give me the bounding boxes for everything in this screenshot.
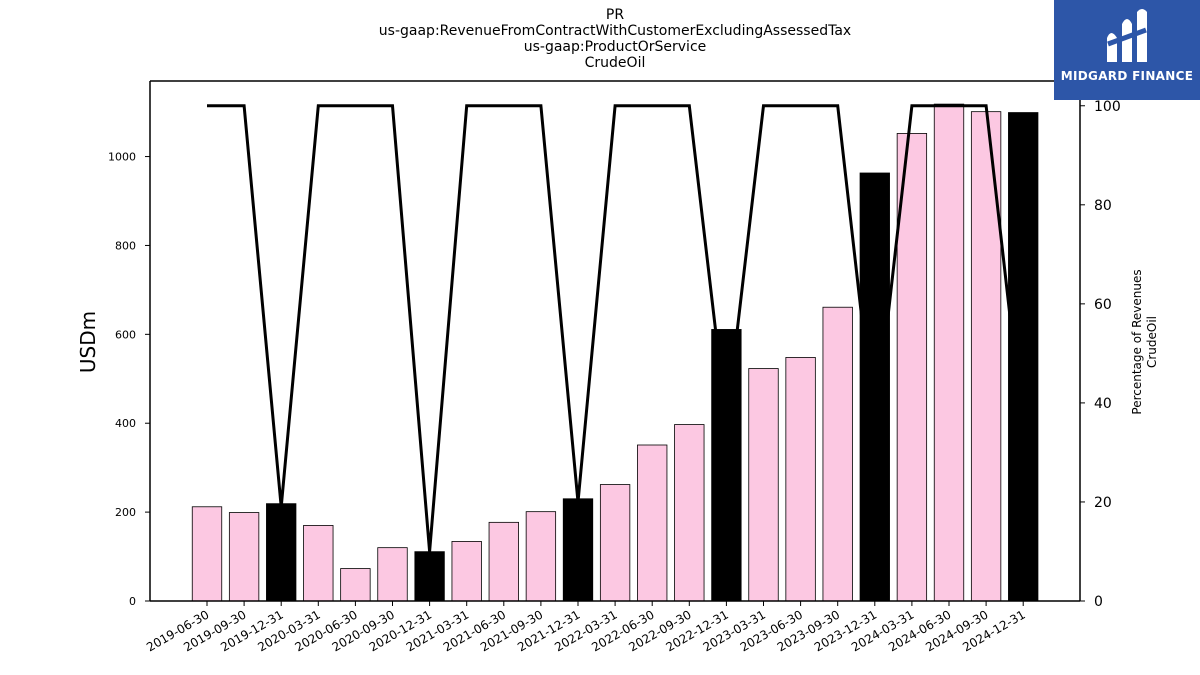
y-right-tick-label-100: 100: [1094, 99, 1121, 115]
y-tick-label-400: 400: [115, 417, 136, 430]
y-tick-label-200: 200: [115, 506, 136, 519]
percentage-line: [207, 104, 1025, 552]
y-right-tick-label-40: 40: [1094, 396, 1112, 412]
bar-2024-12-31: [1008, 112, 1039, 602]
bar-2019-12-31: [266, 503, 297, 602]
bar-2022-06-30: [637, 444, 668, 602]
bar-2020-06-30: [340, 568, 371, 602]
y-tick-label-1000: 1000: [108, 151, 136, 164]
bar-2021-12-31: [562, 498, 594, 602]
chart-title-line-3: us-gaap:ProductOrService: [523, 39, 707, 55]
bar-2022-09-30: [674, 424, 705, 602]
y-right-tick-label-80: 80: [1094, 198, 1112, 214]
y-axis-label: USDm: [76, 311, 100, 373]
bar-2019-06-30: [191, 506, 223, 602]
bar-2021-09-30: [525, 511, 557, 602]
y-right-tick-label-0: 0: [1094, 594, 1103, 610]
y-right-tick-label-60: 60: [1094, 297, 1112, 313]
y-right-axis-label-line-1: Percentage of Revenues: [1130, 269, 1144, 414]
y-tick-label-600: 600: [115, 328, 136, 341]
bar-2023-12-31: [859, 172, 890, 602]
bar-2023-03-31: [748, 368, 779, 602]
bar-2021-03-31: [451, 541, 482, 602]
bar-2019-09-30: [228, 512, 260, 602]
y-right-tick-label-20: 20: [1094, 495, 1112, 511]
midgard-finance-logo: MIDGARD FINANCE: [1054, 0, 1200, 100]
y-tick-label-0: 0: [129, 595, 136, 608]
logo-mark-icon: [1107, 9, 1147, 62]
bar-2024-06-30: [933, 103, 965, 602]
bar-2022-12-31: [711, 329, 742, 602]
chart-title-line-2: us-gaap:RevenueFromContractWithCustomerE…: [378, 23, 852, 39]
bar-2021-06-30: [488, 521, 519, 602]
bar-2020-09-30: [377, 547, 408, 602]
y-tick-label-800: 800: [115, 239, 136, 252]
chart-title-line-4: CrudeOil: [584, 55, 646, 71]
y-right-axis-label-line-2: CrudeOil: [1145, 316, 1159, 368]
logo-text: MIDGARD FINANCE: [1060, 69, 1194, 83]
bar-2023-06-30: [785, 357, 816, 602]
bar-2024-03-31: [896, 133, 928, 602]
bar-2023-09-30: [822, 306, 853, 602]
bar-2022-03-31: [599, 484, 631, 602]
chart-title-line-1: PR: [605, 7, 625, 23]
bar-2020-12-31: [414, 551, 445, 602]
bar-2020-03-31: [303, 525, 334, 602]
